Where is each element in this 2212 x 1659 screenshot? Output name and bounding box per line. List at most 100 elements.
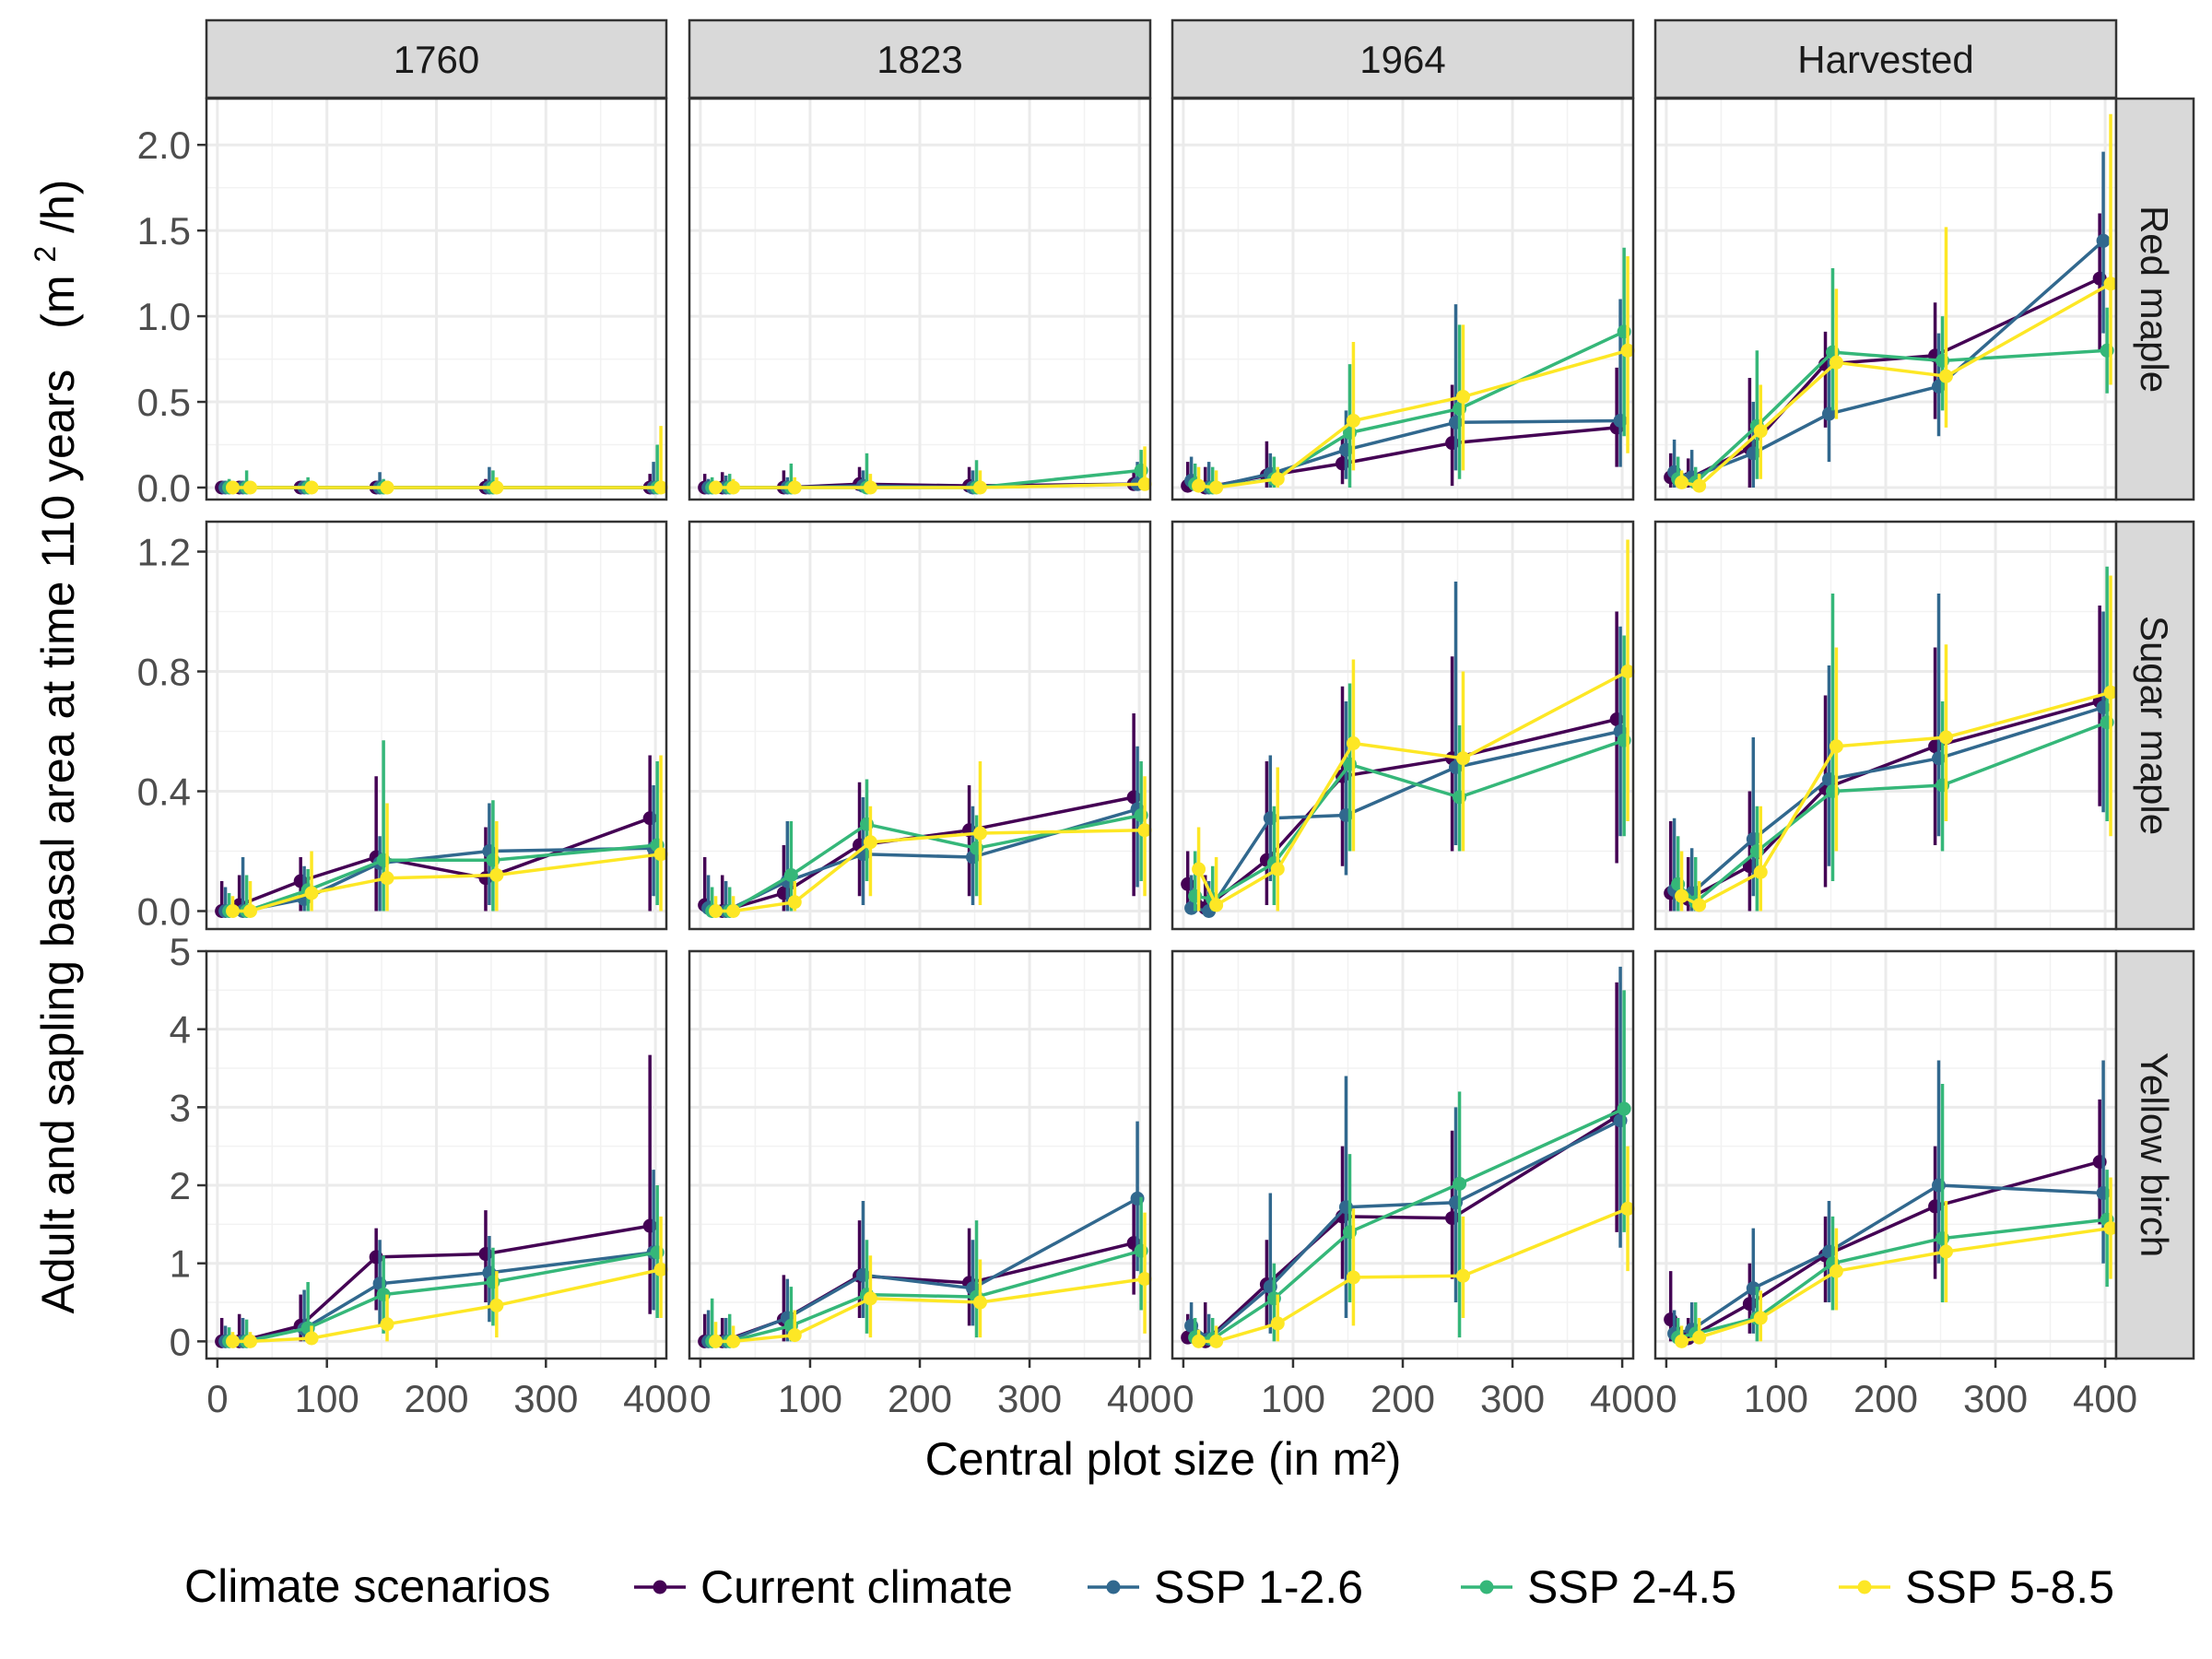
y-axis-title-main: Adult and sapling basal area at time 110… [32,370,84,1314]
x-tick-label: 100 [295,1377,359,1420]
data-point [1455,389,1470,404]
legend-key-point [1857,1580,1872,1594]
data-point [1346,413,1360,428]
y-tick-label: 0.5 [137,381,191,424]
data-point [787,1328,802,1343]
series-ssp-5-8-5 [709,446,1152,495]
x-tick-label: 300 [513,1377,578,1420]
legend-item-current-climate: Current climate [634,1561,1013,1613]
strip-background [688,18,1152,100]
data-point [1346,1270,1360,1285]
y-tick-label: 1 [170,1242,191,1286]
data-point [726,1334,741,1348]
panel-red-maple-1760 [205,97,668,501]
data-point [726,480,741,495]
data-point [1753,865,1768,879]
panel-yellow-birch-1823 [688,949,1152,1360]
data-point [2103,685,2118,700]
y-tick-label: 1.0 [137,295,191,338]
data-point [653,847,668,862]
panel-sugar-maple-1823 [688,520,1152,931]
series-ssp-5-8-5 [709,761,1152,918]
x-axis-title: Central plot size (in m²) [925,1433,1402,1485]
x-tick-label: 300 [997,1377,1062,1420]
data-point [1620,343,1635,358]
y-tick-label: 4 [170,1008,191,1052]
x-tick-label: 100 [1261,1377,1325,1420]
x-tick-label: 200 [1853,1377,1918,1420]
x-tick-label: 300 [1480,1377,1545,1420]
data-point [1270,862,1285,877]
data-point [787,895,802,910]
series-ssp-5-8-5 [226,1216,668,1348]
data-point [653,480,668,495]
series-ssp-5-8-5 [226,426,668,495]
data-point [1753,424,1768,439]
data-point [1938,730,1953,745]
series-ssp-5-8-5 [1192,256,1635,495]
data-point [1270,1316,1285,1331]
data-point [972,480,987,495]
panel-border [205,520,668,931]
series-ssp-5-8-5 [1192,1146,1635,1348]
data-point [709,1334,724,1348]
y-axis-title-unit-open: (m [32,276,84,329]
series-ssp-5-8-5 [709,1212,1152,1348]
panel-red-maple-1964 [1171,97,1635,501]
y-tick-label: 0.0 [137,890,191,934]
strip-1760: 1760 [205,18,668,100]
ticks-layer: 0.0 0.5 1.0 1.5 2.0 0.0 0.4 0.8 1.2 0 1 2 3 4 5 0 100 200… [137,124,2138,1420]
x-tick-label: 400 [1590,1377,1654,1420]
data-point [1209,1334,1224,1348]
data-point [2103,1221,2118,1236]
legend-label: Current climate [700,1561,1013,1613]
x-tick-label: 400 [1107,1377,1171,1420]
data-point [1455,751,1470,766]
data-point [863,1291,877,1306]
data-point [1620,1201,1635,1216]
panels-layer [205,97,2118,1360]
data-point [1137,1272,1152,1287]
data-point [1270,472,1285,487]
strip-background [2114,520,2195,931]
data-point [1209,480,1224,495]
data-point [226,904,241,918]
data-point [1692,478,1707,493]
series-ssp-1-2-6 [1667,151,2111,488]
data-point [489,480,504,495]
strip-label: Harvested [1797,38,1973,81]
strip-background [205,18,668,100]
strip-label: 1760 [394,38,479,81]
data-point [1192,478,1206,493]
data-point [783,868,798,882]
x-tick-label: 0 [206,1377,228,1420]
y-axis-title-unit-sup: 2 [29,246,62,263]
x-tick-label: 400 [623,1377,688,1420]
y-tick-label: 0.8 [137,651,191,694]
strip-label: Sugar maple [2133,616,2176,835]
panel-red-maple-harvested [1653,97,2118,501]
data-point [226,480,241,495]
data-point [243,1334,258,1348]
data-point [380,1317,394,1332]
y-axis-title-unit-close: /h) [32,180,84,233]
x-tick-label: 0 [1172,1377,1194,1420]
y-tick-label: 1.2 [137,531,191,574]
data-point [863,835,877,850]
y-tick-label: 2.0 [137,124,191,167]
data-point [1455,1268,1470,1283]
legend-title: Climate scenarios [184,1560,550,1612]
data-point [380,871,394,886]
data-point [1829,739,1843,754]
x-tick-label: 300 [1963,1377,2028,1420]
strip-background [1171,18,1635,100]
series-ssp-5-8-5 [1675,1177,2118,1348]
data-point [1209,898,1224,912]
data-point [243,480,258,495]
x-tick-label: 100 [778,1377,842,1420]
strip-1964: 1964 [1171,18,1635,100]
data-point [787,480,802,495]
data-point [304,886,319,900]
y-tick-label: 1.5 [137,209,191,253]
